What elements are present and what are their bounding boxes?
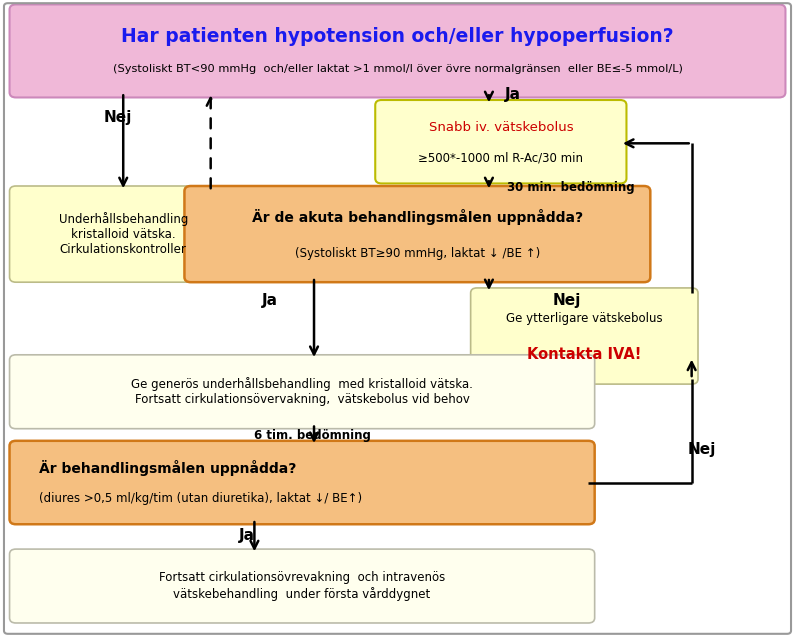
Text: Ja: Ja bbox=[238, 527, 254, 543]
Text: Fortsatt cirkulationsövrevakning  och intravenös
vätskebehandling  under första : Fortsatt cirkulationsövrevakning och int… bbox=[159, 571, 445, 601]
Text: Underhållsbehandling
kristalloid vätska.
Cirkulationskontroller: Underhållsbehandling kristalloid vätska.… bbox=[59, 212, 188, 256]
FancyBboxPatch shape bbox=[471, 288, 698, 384]
Text: 6 tim. bedömning: 6 tim. bedömning bbox=[254, 429, 371, 442]
Text: Har patienten hypotension och/eller hypoperfusion?: Har patienten hypotension och/eller hypo… bbox=[121, 27, 674, 46]
Text: Ja: Ja bbox=[505, 87, 521, 102]
FancyBboxPatch shape bbox=[184, 186, 650, 282]
Text: Nej: Nej bbox=[553, 293, 581, 308]
FancyBboxPatch shape bbox=[10, 186, 237, 282]
Text: (diures >0,5 ml/kg/tim (utan diuretika), laktat ↓/ BE↑): (diures >0,5 ml/kg/tim (utan diuretika),… bbox=[39, 492, 362, 505]
Text: Nej: Nej bbox=[103, 110, 132, 125]
Text: (Systoliskt BT≥90 mmHg, laktat ↓ /BE ↑): (Systoliskt BT≥90 mmHg, laktat ↓ /BE ↑) bbox=[295, 247, 540, 259]
Text: ≥500*-1000 ml R-Ac/30 min: ≥500*-1000 ml R-Ac/30 min bbox=[418, 152, 584, 164]
Text: Snabb iv. vätskebolus: Snabb iv. vätskebolus bbox=[429, 120, 573, 134]
Text: Ja: Ja bbox=[262, 293, 278, 308]
FancyBboxPatch shape bbox=[10, 441, 595, 524]
FancyBboxPatch shape bbox=[10, 549, 595, 623]
Text: 30 min. bedömning: 30 min. bedömning bbox=[507, 181, 635, 194]
FancyBboxPatch shape bbox=[10, 4, 785, 97]
Text: Är de akuta behandlingsmålen uppnådda?: Är de akuta behandlingsmålen uppnådda? bbox=[252, 209, 583, 225]
FancyBboxPatch shape bbox=[375, 100, 626, 183]
Text: (Systoliskt BT<90 mmHg  och/eller laktat >1 mmol/l över övre normalgränsen  elle: (Systoliskt BT<90 mmHg och/eller laktat … bbox=[113, 64, 682, 74]
FancyBboxPatch shape bbox=[10, 355, 595, 429]
Text: Kontakta IVA!: Kontakta IVA! bbox=[527, 347, 642, 362]
Text: Ge ytterligare vätskebolus: Ge ytterligare vätskebolus bbox=[506, 312, 663, 326]
Text: Ge generös underhållsbehandling  med kristalloid vätska.
Fortsatt cirkulationsöv: Ge generös underhållsbehandling med kris… bbox=[131, 377, 473, 406]
Text: Nej: Nej bbox=[688, 441, 716, 457]
Text: Är behandlingsmålen uppnådda?: Är behandlingsmålen uppnådda? bbox=[39, 460, 297, 476]
